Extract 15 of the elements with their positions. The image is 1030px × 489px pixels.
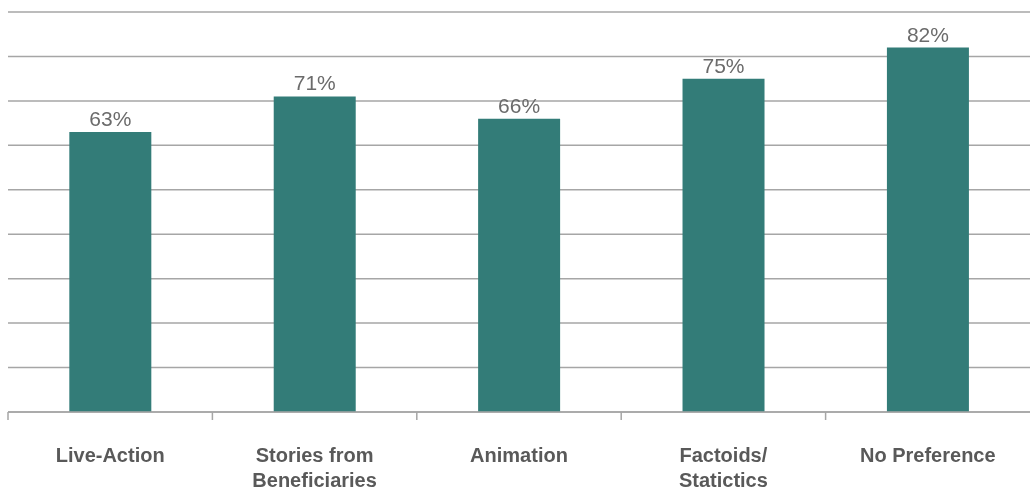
data-label: 66%: [498, 93, 541, 117]
x-tick-label: Animation: [470, 444, 568, 466]
x-tick-label: No Preference: [859, 444, 996, 466]
data-label: 82%: [906, 22, 949, 46]
data-label: 63%: [89, 107, 132, 130]
bar: [478, 118, 561, 412]
bar: [886, 47, 969, 412]
x-tick-label: Factoids/ Statictics: [678, 444, 768, 489]
bar: [682, 78, 765, 412]
bar: [69, 132, 152, 412]
x-tick-label: Live-Action: [55, 444, 165, 466]
bar: [273, 96, 356, 412]
data-label: 75%: [702, 53, 745, 77]
x-tick-label: Stories from Beneficiaries: [252, 444, 377, 489]
data-label: 71%: [293, 71, 336, 95]
